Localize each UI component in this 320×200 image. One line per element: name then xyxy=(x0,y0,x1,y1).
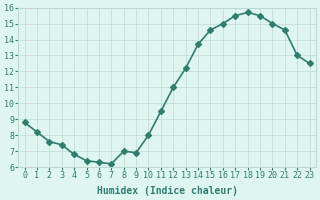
X-axis label: Humidex (Indice chaleur): Humidex (Indice chaleur) xyxy=(97,186,237,196)
